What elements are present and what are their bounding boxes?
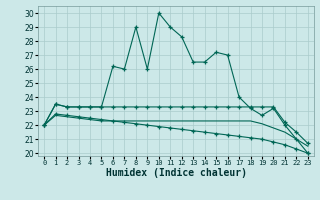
X-axis label: Humidex (Indice chaleur): Humidex (Indice chaleur) [106,168,246,178]
